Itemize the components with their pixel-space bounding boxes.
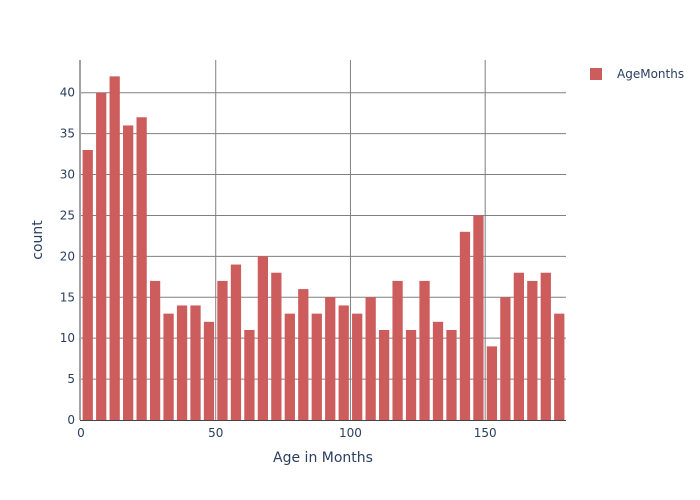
histogram-bar[interactable] <box>298 289 309 420</box>
y-tick-label: 40 <box>60 86 75 100</box>
histogram-bar[interactable] <box>230 264 242 420</box>
bars-group <box>82 76 565 421</box>
x-tick-label: 50 <box>208 426 223 440</box>
y-tick-label: 20 <box>60 249 75 263</box>
histogram-bar[interactable] <box>244 330 255 420</box>
histogram-bar[interactable] <box>432 321 444 420</box>
histogram-bar[interactable] <box>325 297 336 420</box>
histogram-bar[interactable] <box>419 280 430 420</box>
histogram-bar[interactable] <box>311 313 322 420</box>
histogram-bar[interactable] <box>540 272 551 420</box>
histogram-bar[interactable] <box>365 297 376 420</box>
histogram-bar[interactable] <box>473 215 484 420</box>
x-tick-labels: 0 50 100 150 <box>77 426 496 440</box>
y-tick-label: 5 <box>67 372 75 386</box>
histogram-bar[interactable] <box>486 346 498 420</box>
histogram-bar[interactable] <box>378 330 390 420</box>
histogram-bar[interactable] <box>459 231 471 420</box>
y-tick-labels: 0 5 10 15 20 25 30 35 40 <box>60 86 75 427</box>
histogram-bar[interactable] <box>96 92 107 421</box>
histogram-bar[interactable] <box>163 313 174 420</box>
histogram-bar[interactable] <box>176 305 188 420</box>
legend[interactable]: AgeMonths <box>590 67 684 81</box>
histogram-bar[interactable] <box>136 117 147 420</box>
histogram-bar[interactable] <box>352 313 363 420</box>
histogram-bar[interactable] <box>109 76 120 420</box>
y-tick-label: 10 <box>60 331 75 345</box>
axes <box>79 60 566 421</box>
y-tick-label: 30 <box>60 168 75 182</box>
y-tick-label: 25 <box>60 208 75 222</box>
y-axis-title: count <box>30 220 46 260</box>
histogram-bar[interactable] <box>217 280 228 420</box>
y-tick-label: 35 <box>60 127 75 141</box>
y-tick-label: 0 <box>67 413 75 427</box>
histogram-bar[interactable] <box>338 305 349 420</box>
grid-lines <box>81 60 566 420</box>
histogram-bar[interactable] <box>405 330 417 420</box>
histogram-bar[interactable] <box>123 125 134 421</box>
x-axis-title: Age in Months <box>273 450 373 466</box>
histogram-bar[interactable] <box>446 330 457 420</box>
x-tick-label: 150 <box>474 426 497 440</box>
y-tick-label: 15 <box>60 290 75 304</box>
x-tick-label: 0 <box>77 426 85 440</box>
histogram-bar[interactable] <box>500 297 511 420</box>
histogram-bar[interactable] <box>203 321 215 420</box>
histogram-bar[interactable] <box>392 280 403 420</box>
histogram-bar[interactable] <box>284 313 295 420</box>
histogram-bar[interactable] <box>271 272 282 420</box>
legend-swatch[interactable] <box>590 68 602 80</box>
histogram-bar[interactable] <box>513 272 524 420</box>
histogram-bar[interactable] <box>149 280 161 420</box>
legend-label[interactable]: AgeMonths <box>617 67 684 81</box>
histogram-bar[interactable] <box>527 280 538 420</box>
histogram-bar[interactable] <box>257 256 269 420</box>
histogram-bar[interactable] <box>190 305 201 420</box>
x-tick-label: 100 <box>339 426 362 440</box>
histogram-bar[interactable] <box>82 150 93 420</box>
histogram-bar[interactable] <box>554 313 565 420</box>
